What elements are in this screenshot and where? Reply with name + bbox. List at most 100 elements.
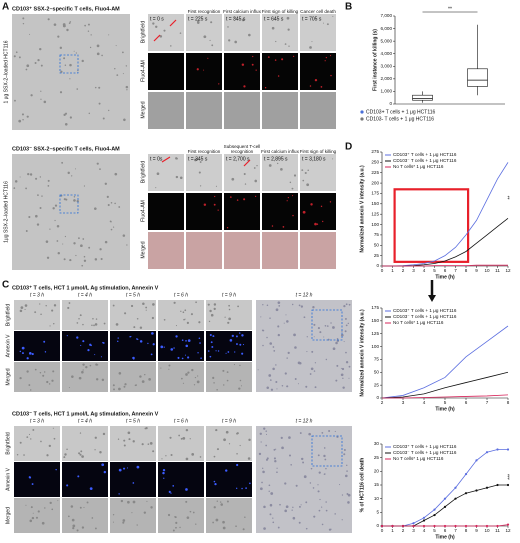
cell-spot (155, 25, 158, 29)
cell-spot (40, 313, 42, 316)
microscopy-tile (148, 14, 184, 51)
significance: ** (448, 6, 452, 12)
cell-spot (79, 314, 82, 317)
cell-spot (226, 371, 229, 374)
cell-spot (173, 301, 176, 304)
cell-spot (271, 225, 274, 227)
legend-label: No T cells* 1 μg HCT116 (393, 164, 444, 169)
cell-spot (241, 18, 245, 22)
cell-spot (270, 492, 274, 495)
cell-spot (57, 252, 60, 255)
cell-spot (184, 318, 186, 320)
cell-spot (177, 356, 180, 359)
cell-spot (310, 467, 313, 470)
cell-spot (99, 451, 102, 454)
cell-spot (309, 47, 311, 49)
cell-spot (241, 334, 244, 337)
time-label: t = 3 h (30, 418, 44, 424)
cell-spot (254, 179, 258, 183)
cell-spot (72, 526, 75, 530)
cell-spot (325, 467, 327, 470)
column-header: First calcium influx (261, 149, 299, 154)
cell-spot (45, 304, 47, 307)
cell-spot (59, 91, 63, 94)
cell-spot (265, 444, 268, 447)
cell-spot (274, 59, 277, 61)
cell-spot (81, 526, 85, 529)
x-tick-label: 2 (402, 268, 405, 273)
cell-spot (343, 448, 346, 451)
cell-spot (151, 332, 154, 335)
cell-spot (131, 512, 133, 514)
cell-spot (336, 338, 339, 340)
cell-spot (277, 301, 281, 304)
cell-spot (291, 187, 294, 190)
cell-spot (258, 452, 262, 456)
cell-spot (180, 437, 183, 440)
cell-spot (66, 335, 68, 337)
cell-spot (23, 454, 25, 456)
cell-spot (185, 488, 188, 491)
cell-spot (118, 387, 121, 391)
cell-spot (136, 465, 140, 469)
cell-spot (247, 457, 251, 460)
cell-spot (130, 304, 134, 308)
row-label: Annexin V (5, 334, 11, 357)
data-point (412, 522, 415, 525)
cell-spot (209, 309, 212, 313)
block-title: CD103⁻ SSX-2–specific T cells, Fluo4-AM (12, 146, 120, 152)
y-tick-label: 75 (374, 232, 380, 237)
panel-label: A (2, 2, 9, 13)
cell-spot (347, 501, 350, 504)
cell-spot (24, 308, 26, 310)
cell-spot (149, 442, 153, 445)
cell-spot (276, 467, 278, 469)
cell-spot (342, 377, 344, 380)
cell-spot (325, 57, 328, 59)
cell-spot (209, 334, 212, 337)
cell-spot (198, 171, 201, 174)
cell-spot (95, 318, 98, 320)
cell-spot (284, 372, 287, 375)
cell-spot (291, 303, 294, 306)
cell-spot (181, 377, 183, 380)
microscopy-tile (224, 92, 260, 129)
y-tick-label: 250 (371, 160, 379, 165)
cell-spot (145, 309, 147, 311)
cell-spot (63, 258, 66, 261)
block-title: CD103⁺ SSX-2–specific T cells, Fluo4-AM (12, 5, 120, 12)
cell-spot (311, 350, 314, 353)
time-label: t = 225 s (188, 16, 208, 22)
header-box: Subsequent T-cell recognition (224, 144, 261, 154)
cell-spot (346, 464, 348, 467)
x-tick-label: 5 (433, 268, 436, 273)
microscopy-tile (148, 232, 184, 269)
cell-spot (290, 463, 292, 466)
cell-spot (83, 259, 87, 262)
cell-spot (314, 78, 318, 82)
cell-spot (110, 202, 113, 204)
cell-spot (281, 446, 284, 450)
cell-spot (323, 473, 325, 475)
time-label: t = 345 s (226, 16, 246, 22)
cell-spot (317, 484, 319, 486)
cell-spot (299, 432, 302, 434)
header-box: First sign of killing (262, 9, 299, 14)
cell-spot (263, 505, 266, 509)
time-label: t = 5 h (126, 292, 140, 298)
cell-spot (98, 86, 101, 89)
cell-spot (39, 176, 42, 178)
cell-spot (233, 16, 235, 19)
cell-spot (108, 109, 110, 112)
roi-box (311, 435, 343, 467)
cell-spot (267, 56, 270, 58)
cell-spot (210, 341, 213, 344)
cell-spot (212, 376, 215, 379)
cell-spot (217, 209, 219, 211)
cell-spot (282, 226, 285, 228)
data-point (443, 497, 447, 500)
microscopy-tile (110, 498, 156, 533)
cell-spot (71, 175, 73, 177)
cell-spot (270, 388, 274, 391)
cell-spot (93, 324, 95, 327)
